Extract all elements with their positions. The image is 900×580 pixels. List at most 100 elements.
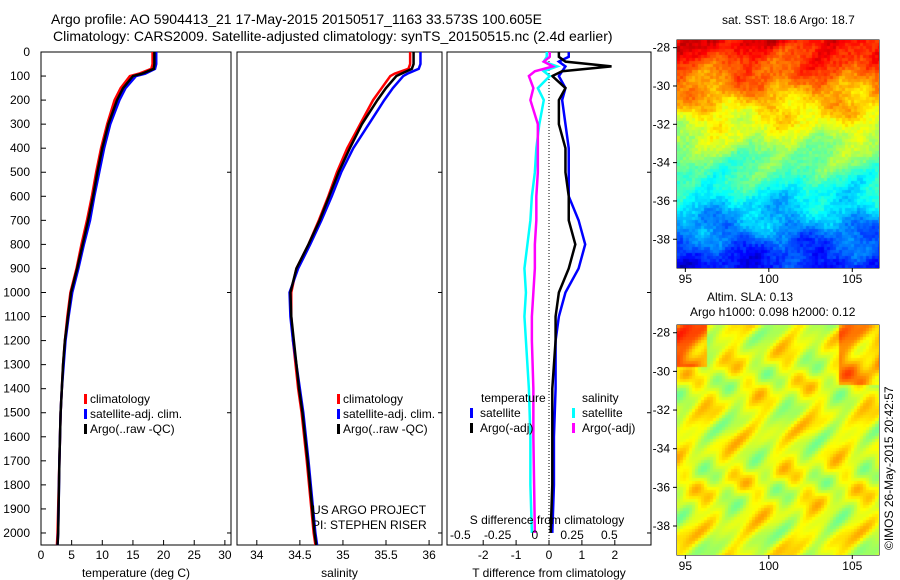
legend-label: Argo(..raw -QC) (90, 422, 175, 436)
legend-swatch (572, 423, 575, 433)
map-x-tick-label: 105 (842, 559, 862, 573)
legend-label: climatology (90, 392, 150, 406)
y-tick-label: 900 (10, 261, 30, 275)
x-tick-label: 1 (579, 548, 586, 562)
y-tick-label: 1500 (3, 406, 30, 420)
x-tick-label: 35 (336, 548, 350, 562)
map-y-tick-label: -30 (653, 79, 671, 93)
map-y-tick-label: -30 (653, 364, 671, 378)
legend-label: satellite (480, 406, 521, 420)
legend-salinity-title: salinity (582, 391, 619, 405)
series-line-argo-raw-qc- (289, 52, 415, 546)
legend-swatch (470, 423, 473, 433)
x-tick-label: 34.5 (288, 548, 312, 562)
x2-tick-label: 0.5 (601, 528, 618, 542)
map-y-tick-label: -38 (653, 519, 671, 533)
series-line-s-satellite (523, 52, 561, 534)
x2-tick-label: 0 (532, 528, 539, 542)
y-tick-label: 500 (10, 165, 30, 179)
x-tick-label: 36 (422, 548, 436, 562)
x2-tick-label: -0.25 (484, 528, 512, 542)
x-tick-label: 15 (126, 548, 140, 562)
y-tick-label: 1200 (3, 334, 30, 348)
pi-name: PI: STEPHEN RISER (312, 518, 427, 532)
map-y-tick-label: -32 (653, 117, 671, 131)
map-y-tick-label: -38 (653, 232, 671, 246)
y-tick-label: 200 (10, 93, 30, 107)
x2-tick-label: -0.5 (450, 528, 471, 542)
x-tick-label: 0 (546, 548, 553, 562)
x-tick-label: 35.5 (374, 548, 398, 562)
sla-map-image (677, 325, 879, 555)
legend-swatch (572, 408, 575, 418)
x-tick-label: 10 (96, 548, 110, 562)
map-y-tick-label: -34 (653, 442, 671, 456)
x-tick-label: -2 (478, 548, 489, 562)
y-tick-label: 1400 (3, 382, 30, 396)
y-tick-label: 1000 (3, 285, 30, 299)
legend-label: satellite (582, 406, 623, 420)
legend-swatch (337, 424, 340, 434)
x-tick-label: 0 (38, 548, 45, 562)
x-tick-label: 34 (250, 548, 264, 562)
legend-label: Argo(-adj) (582, 421, 635, 435)
x-axis-label: T difference from climatology (472, 566, 626, 580)
map-x-tick-label: 105 (842, 272, 862, 286)
legend-swatch (84, 409, 87, 419)
x-tick-label: 20 (157, 548, 171, 562)
legend-label: satellite-adj. clim. (343, 407, 435, 421)
y-tick-label: 800 (10, 237, 30, 251)
y-tick-label: 1800 (3, 478, 30, 492)
sla-map-title: Altim. SLA: 0.13 (707, 290, 794, 304)
series-line-t-satellite (551, 52, 587, 534)
plot-frame-salinity (236, 51, 443, 546)
map-y-tick-label: -36 (653, 194, 671, 208)
x-tick-label: -1 (511, 548, 522, 562)
map-x-tick-label: 95 (679, 559, 693, 573)
plot-frame-temperature (40, 51, 232, 546)
y-tick-label: 0 (23, 45, 30, 59)
y-tick-label: 600 (10, 189, 30, 203)
legend-swatch (84, 394, 87, 404)
y-tick-label: 1300 (3, 358, 30, 372)
credit-text: ©IMOS 26-May-2015 20:42:57 (882, 386, 896, 550)
y-tick-label: 700 (10, 213, 30, 227)
map-x-tick-label: 100 (759, 272, 779, 286)
argo-height-title: Argo h1000: 0.098 h2000: 0.12 (690, 305, 856, 319)
project-name: US ARGO PROJECT (312, 503, 427, 517)
y-tick-label: 400 (10, 141, 30, 155)
x-axis-label: salinity (321, 566, 358, 580)
y-tick-label: 1100 (4, 310, 30, 324)
legend-label: climatology (343, 392, 403, 406)
y-tick-label: 1700 (3, 454, 30, 468)
series-line-argo-raw-qc- (56, 52, 156, 546)
y-tick-label: 2000 (3, 526, 30, 540)
x-tick-label: 5 (68, 548, 75, 562)
map-y-tick-label: -34 (653, 156, 671, 170)
x-tick-label: 2 (611, 548, 618, 562)
map-x-tick-label: 95 (679, 272, 693, 286)
legend-swatch (337, 394, 340, 404)
map-y-tick-label: -32 (653, 403, 671, 417)
y-tick-label: 300 (10, 117, 30, 131)
title-line-1: Argo profile: AO 5904413_21 17-May-2015 … (51, 11, 542, 27)
sst-map-title: sat. SST: 18.6 Argo: 18.7 (722, 13, 855, 27)
title-line-2: Climatology: CARS2009. Satellite-adjuste… (53, 28, 613, 44)
legend-swatch (470, 408, 473, 418)
map-y-tick-label: -36 (653, 480, 671, 494)
map-y-tick-label: -28 (653, 41, 671, 55)
legend-swatch (337, 409, 340, 419)
series-line-t-argo-adj- (549, 52, 612, 534)
legend-label: Argo(-adj) (480, 421, 533, 435)
y-tick-label: 1900 (3, 502, 30, 516)
legend-swatch (84, 424, 87, 434)
x-tick-label: 30 (218, 548, 232, 562)
x2-axis-label: S difference from climatology (470, 513, 625, 527)
legend-label: Argo(..raw -QC) (343, 422, 428, 436)
series-line-s-argo-adj- (527, 52, 557, 533)
y-tick-label: 100 (10, 69, 30, 83)
x2-tick-label: 0.25 (560, 528, 584, 542)
map-x-tick-label: 100 (759, 559, 779, 573)
